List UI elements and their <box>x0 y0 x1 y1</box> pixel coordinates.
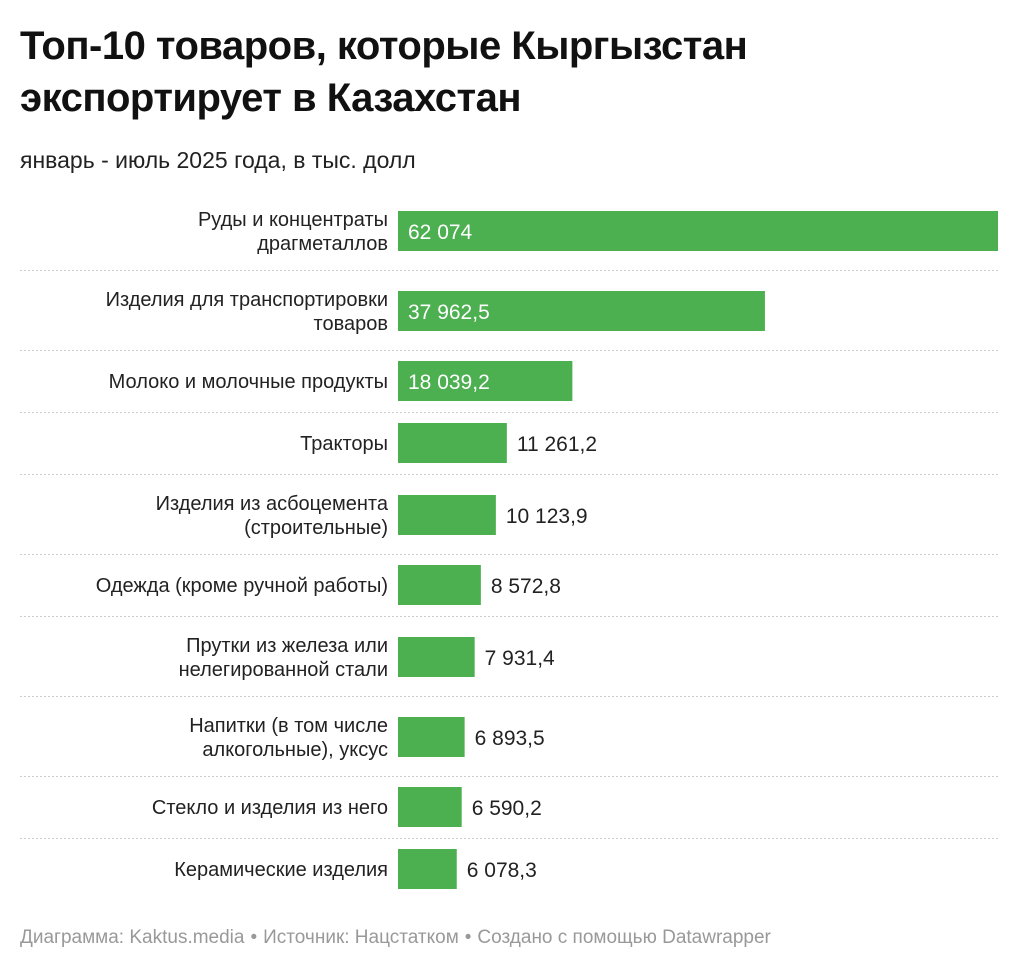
category-label-line: алкогольные), уксус <box>202 739 388 761</box>
category-label: Руды и концентраты драгметаллов <box>198 209 388 255</box>
bar <box>398 565 481 605</box>
bar-row: Руды и концентраты драгметаллов 62 074 <box>198 209 998 255</box>
category-label: Напитки (в том числе алкогольные), уксус <box>189 715 388 761</box>
category-label: Прутки из железа или нелегированной стали <box>179 635 388 681</box>
bar-row: Керамические изделия 6 078,3 <box>174 849 537 889</box>
category-label-line: Стекло и изделия из него <box>152 797 388 819</box>
bar <box>398 849 457 889</box>
bar <box>398 211 998 251</box>
footer-separator: • <box>250 927 258 948</box>
footer-made-with: Создано с помощью Datawrapper <box>477 927 771 948</box>
bar-row: Напитки (в том числе алкогольные), уксус 6… <box>189 715 545 761</box>
footer-credit: Диаграмма: Kaktus.media <box>20 927 245 948</box>
value-label: 6 590,2 <box>472 797 542 820</box>
footer-source: Источник: Нацстатком <box>263 927 459 948</box>
category-label-line: Молоко и молочные продукты <box>109 371 388 393</box>
category-label-line: Напитки (в том числе <box>189 715 388 737</box>
category-label-line: Прутки из железа или <box>186 635 388 657</box>
bar-row: Прутки из железа или нелегированной стали… <box>179 635 555 681</box>
value-label: 8 572,8 <box>491 575 561 598</box>
category-label: Керамические изделия <box>174 859 388 881</box>
category-label: Стекло и изделия из него <box>152 797 388 819</box>
category-label: Изделия из асбоцемента (строительные) <box>156 493 389 539</box>
category-label-line: нелегированной стали <box>179 659 388 681</box>
value-label: 11 261,2 <box>517 433 597 456</box>
chart-footer: Диаграмма: Kaktus.media • Источник: Нацста… <box>20 925 771 951</box>
bar-chart: Руды и концентраты драгметаллов 62 074 Изде… <box>0 190 1020 900</box>
chart-subtitle: январь - июль 2025 года, в тыс. долл <box>20 147 416 173</box>
bar <box>398 495 496 535</box>
bar <box>398 291 765 331</box>
footer-separator: • <box>464 927 472 948</box>
category-label-line: Изделия для транспортировки <box>106 289 388 311</box>
category-label-line: Изделия из асбоцемента <box>156 493 389 515</box>
value-label: 7 931,4 <box>485 647 555 670</box>
value-label: 6 078,3 <box>467 859 537 882</box>
category-label: Изделия для транспортировки товаров <box>106 289 388 335</box>
bar <box>398 361 573 401</box>
category-label-line: Тракторы <box>300 433 388 455</box>
bar-row: Стекло и изделия из него 6 590,2 <box>152 787 542 827</box>
bar <box>398 423 507 463</box>
bar-row: Молоко и молочные продукты 18 039,2 <box>109 361 573 401</box>
chart-title: Топ-10 товаров, которые Кыргызстан экспо… <box>20 24 748 120</box>
category-label-line: Одежда (кроме ручной работы) <box>96 575 388 597</box>
value-label: 62 074 <box>408 221 473 244</box>
value-label: 6 893,5 <box>475 727 545 750</box>
bar <box>398 637 475 677</box>
bar-row: Одежда (кроме ручной работы) 8 572,8 <box>96 565 561 605</box>
value-label: 10 123,9 <box>506 505 588 528</box>
category-label: Тракторы <box>300 433 388 455</box>
bar <box>398 787 462 827</box>
category-label: Молоко и молочные продукты <box>109 371 388 393</box>
category-label: Одежда (кроме ручной работы) <box>96 575 388 597</box>
bar-row: Изделия для транспортировки товаров 37 962… <box>106 289 765 335</box>
bar-chart-svg: Руды и концентраты драгметаллов 62 074 Изде… <box>20 209 998 889</box>
category-label-line: Руды и концентраты <box>198 209 388 231</box>
bar-row: Изделия из асбоцемента (строительные) 10 1… <box>156 493 588 539</box>
value-label: 18 039,2 <box>408 371 490 394</box>
category-label-line: драгметаллов <box>257 233 388 255</box>
category-label-line: Керамические изделия <box>174 859 388 881</box>
value-label: 37 962,5 <box>408 301 490 324</box>
category-label-line: товаров <box>314 313 388 335</box>
category-label-line: (строительные) <box>244 517 388 539</box>
bar <box>398 717 465 757</box>
bar-row: Тракторы 11 261,2 <box>300 423 597 463</box>
